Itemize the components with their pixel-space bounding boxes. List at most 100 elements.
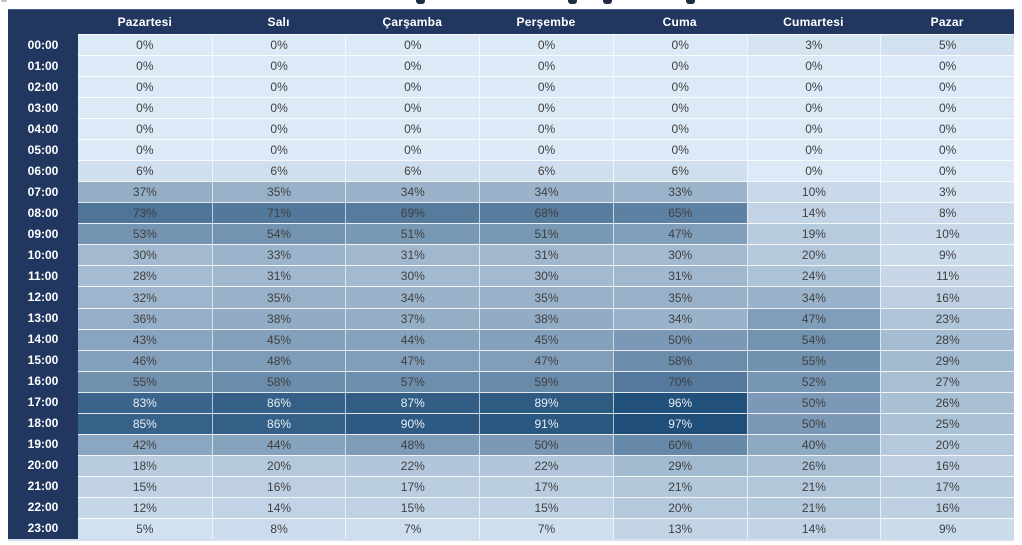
- table-row: 04:00 0% 0% 0% 0% 0% 0% 0%: [8, 118, 1014, 140]
- heatmap-cell-sali-23-00: 8%: [211, 517, 346, 539]
- row-label-05-00: 05:00: [8, 139, 78, 161]
- heatmap-cell-carsamba-14-00: 44%: [345, 328, 480, 350]
- heatmap-cell-pazartesi-08-00: 73%: [78, 202, 212, 224]
- heatmap-cell-pazartesi-19-00: 42%: [78, 433, 212, 455]
- table-row: 05:00 0% 0% 0% 0% 0% 0% 0%: [8, 139, 1014, 161]
- heatmap-cell-sali-19-00: 44%: [211, 433, 346, 455]
- heatmap-cell-pazartesi-01-00: 0%: [78, 55, 212, 77]
- column-header-cumartesi: Cumartesi: [746, 10, 881, 34]
- column-header-pazar: Pazar: [880, 10, 1014, 34]
- heatmap-cell-persembe-11-00: 30%: [479, 265, 613, 287]
- heatmap-table: Pazartesi Salı Çarşamba Perşembe Cuma Cumarte…: [8, 9, 1014, 541]
- heatmap-cell-persembe-13-00: 38%: [479, 307, 613, 329]
- row-label-11-00: 11:00: [8, 265, 78, 287]
- cropped-title-fragment: [1, 0, 7, 2]
- heatmap-cell-persembe-14-00: 45%: [479, 328, 613, 350]
- heatmap-cell-pazar-03-00: 0%: [880, 97, 1014, 119]
- row-label-12-00: 12:00: [8, 286, 78, 308]
- heatmap-cell-pazartesi-00-00: 0%: [78, 34, 212, 56]
- heatmap-cell-cumartesi-16-00: 52%: [746, 370, 881, 392]
- heatmap-cell-carsamba-22-00: 15%: [345, 496, 480, 518]
- table-row: 16:00 55% 58% 57% 59% 70% 52% 27%: [8, 370, 1014, 392]
- heatmap-cell-pazartesi-06-00: 6%: [78, 160, 212, 182]
- row-label-22-00: 22:00: [8, 496, 78, 518]
- heatmap-cell-sali-15-00: 48%: [211, 349, 346, 371]
- heatmap-cell-pazartesi-07-00: 37%: [78, 181, 212, 203]
- heatmap-cell-persembe-16-00: 59%: [479, 370, 613, 392]
- row-label-18-00: 18:00: [8, 412, 78, 434]
- heatmap-cell-pazar-18-00: 25%: [880, 412, 1014, 434]
- heatmap-cell-pazar-06-00: 0%: [880, 160, 1014, 182]
- column-header-pazartesi: Pazartesi: [78, 10, 212, 34]
- table-row: 10:00 30% 33% 31% 31% 30% 20% 9%: [8, 244, 1014, 266]
- row-label-19-00: 19:00: [8, 433, 78, 455]
- heatmap-cell-sali-16-00: 58%: [211, 370, 346, 392]
- heatmap-cell-persembe-22-00: 15%: [479, 496, 613, 518]
- row-label-17-00: 17:00: [8, 391, 78, 413]
- heatmap-cell-carsamba-05-00: 0%: [345, 139, 480, 161]
- heatmap-cell-cumartesi-04-00: 0%: [746, 118, 881, 140]
- heatmap-cell-pazartesi-15-00: 46%: [78, 349, 212, 371]
- table-row: 03:00 0% 0% 0% 0% 0% 0% 0%: [8, 97, 1014, 119]
- heatmap-cell-sali-05-00: 0%: [211, 139, 346, 161]
- heatmap-cell-cuma-11-00: 31%: [612, 265, 747, 287]
- heatmap-cell-cuma-21-00: 21%: [612, 475, 747, 497]
- heatmap-cell-pazartesi-05-00: 0%: [78, 139, 212, 161]
- heatmap-cell-cuma-00-00: 0%: [612, 34, 747, 56]
- heatmap-cell-pazar-02-00: 0%: [880, 76, 1014, 98]
- row-label-06-00: 06:00: [8, 160, 78, 182]
- heatmap-cell-carsamba-16-00: 57%: [345, 370, 480, 392]
- cropped-title-fragment: [686, 0, 695, 4]
- row-label-04-00: 04:00: [8, 118, 78, 140]
- table-row: 00:00 0% 0% 0% 0% 0% 3% 5%: [8, 34, 1014, 56]
- heatmap-cell-cuma-01-00: 0%: [612, 55, 747, 77]
- heatmap-cell-cumartesi-13-00: 47%: [746, 307, 881, 329]
- heatmap-cell-pazar-12-00: 16%: [880, 286, 1014, 308]
- heatmap-cell-carsamba-06-00: 6%: [345, 160, 480, 182]
- heatmap-cell-sali-10-00: 33%: [211, 244, 346, 266]
- heatmap-cell-cuma-10-00: 30%: [612, 244, 747, 266]
- heatmap-cell-carsamba-15-00: 47%: [345, 349, 480, 371]
- heatmap-cell-sali-02-00: 0%: [211, 76, 346, 98]
- heatmap-cell-persembe-19-00: 50%: [479, 433, 613, 455]
- heatmap-cell-persembe-08-00: 68%: [479, 202, 613, 224]
- heatmap-cell-pazar-04-00: 0%: [880, 118, 1014, 140]
- heatmap-cell-cuma-13-00: 34%: [612, 307, 747, 329]
- heatmap-cell-sali-18-00: 86%: [211, 412, 346, 434]
- row-label-16-00: 16:00: [8, 370, 78, 392]
- heatmap-cell-cuma-14-00: 50%: [612, 328, 747, 350]
- heatmap-cell-cumartesi-00-00: 3%: [746, 34, 881, 56]
- cropped-title-fragment: [568, 0, 577, 4]
- heatmap-cell-cuma-09-00: 47%: [612, 223, 747, 245]
- heatmap-cell-cuma-23-00: 13%: [612, 517, 747, 539]
- heatmap-cell-persembe-21-00: 17%: [479, 475, 613, 497]
- heatmap-cell-pazar-15-00: 29%: [880, 349, 1014, 371]
- heatmap-cell-pazartesi-12-00: 32%: [78, 286, 212, 308]
- heatmap-cell-carsamba-17-00: 87%: [345, 391, 480, 413]
- heatmap-cell-pazar-09-00: 10%: [880, 223, 1014, 245]
- heatmap-cell-carsamba-09-00: 51%: [345, 223, 480, 245]
- heatmap-cell-pazar-00-00: 5%: [880, 34, 1014, 56]
- heatmap-cell-persembe-02-00: 0%: [479, 76, 613, 98]
- cropped-title-fragment: [416, 0, 425, 4]
- table-row: 01:00 0% 0% 0% 0% 0% 0% 0%: [8, 55, 1014, 77]
- heatmap-cell-cumartesi-02-00: 0%: [746, 76, 881, 98]
- heatmap-cell-pazar-14-00: 28%: [880, 328, 1014, 350]
- heatmap-cell-sali-01-00: 0%: [211, 55, 346, 77]
- heatmap-cell-cumartesi-11-00: 24%: [746, 265, 881, 287]
- heatmap-cell-persembe-09-00: 51%: [479, 223, 613, 245]
- heatmap-cell-cumartesi-22-00: 21%: [746, 496, 881, 518]
- row-label-13-00: 13:00: [8, 307, 78, 329]
- row-label-21-00: 21:00: [8, 475, 78, 497]
- heatmap-cell-sali-00-00: 0%: [211, 34, 346, 56]
- heatmap-cell-cumartesi-06-00: 0%: [746, 160, 881, 182]
- heatmap-cell-persembe-18-00: 91%: [479, 412, 613, 434]
- heatmap-cell-cuma-16-00: 70%: [612, 370, 747, 392]
- heatmap-cell-carsamba-12-00: 34%: [345, 286, 480, 308]
- row-label-14-00: 14:00: [8, 328, 78, 350]
- heatmap-cell-persembe-07-00: 34%: [479, 181, 613, 203]
- table-row: 12:00 32% 35% 34% 35% 35% 34% 16%: [8, 286, 1014, 308]
- heatmap-cell-persembe-12-00: 35%: [479, 286, 613, 308]
- table-row: 09:00 53% 54% 51% 51% 47% 19% 10%: [8, 223, 1014, 245]
- heatmap-cell-sali-21-00: 16%: [211, 475, 346, 497]
